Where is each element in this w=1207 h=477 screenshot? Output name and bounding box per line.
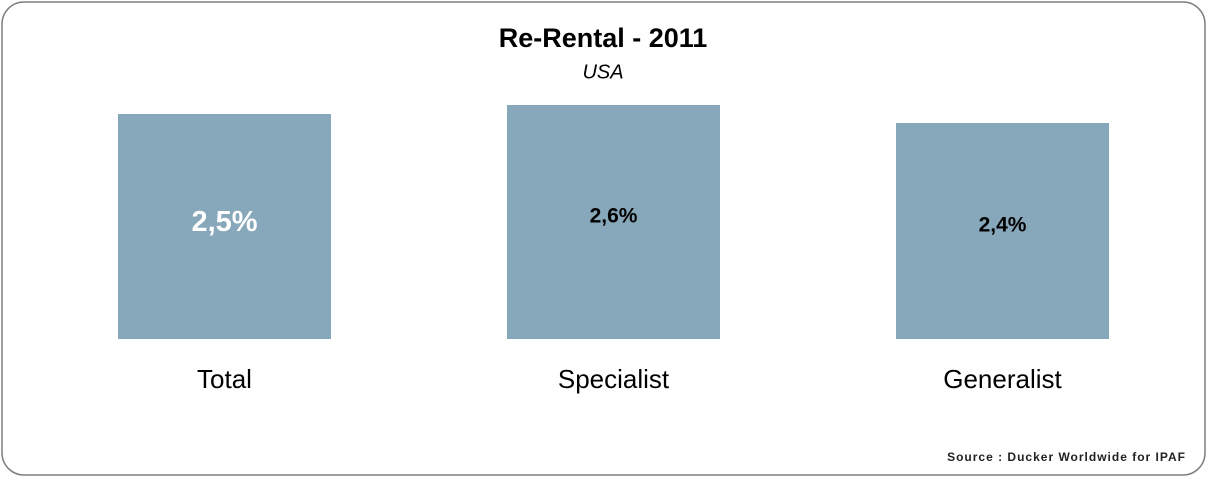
x-tick-label: Generalist (943, 364, 1062, 394)
x-tick-label: Total (197, 364, 252, 394)
chart-subtitle: USA (582, 61, 623, 83)
data-label: 2,5% (191, 206, 257, 238)
bar (507, 105, 720, 339)
source-note: Source : Ducker Worldwide for IPAF (947, 450, 1186, 464)
bar (896, 123, 1109, 339)
data-label: 2,6% (590, 205, 638, 228)
x-tick-label: Specialist (558, 364, 670, 394)
chart-title: Re-Rental - 2011 (499, 23, 708, 53)
data-label: 2,4% (979, 214, 1027, 237)
bar (118, 114, 331, 339)
